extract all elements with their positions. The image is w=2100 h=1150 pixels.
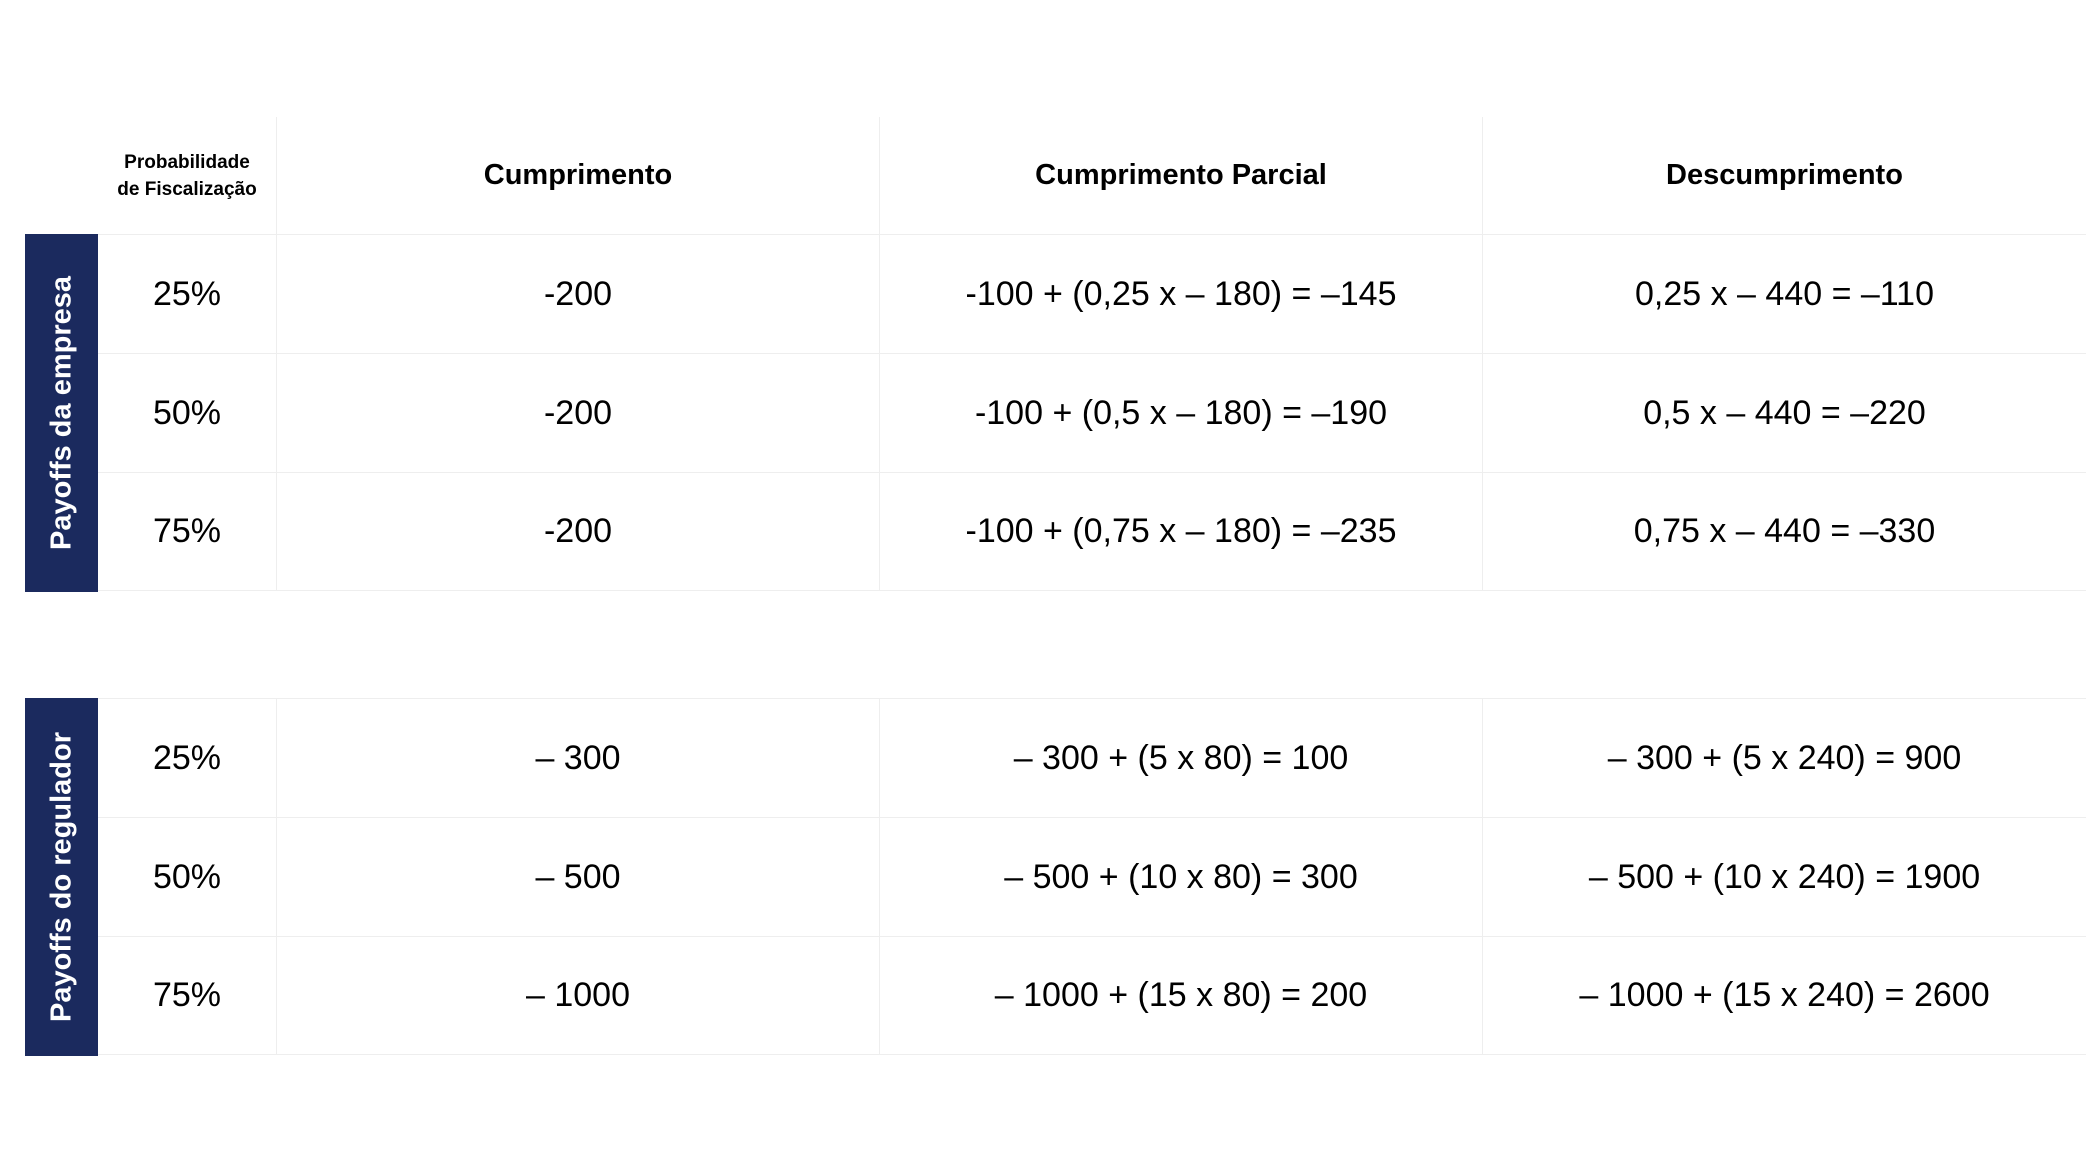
cumprimento-cell: – 500 [276,818,879,936]
descumprimento-cell: – 300 + (5 x 240) = 900 [1482,699,2086,817]
probability-cell: 75% [152,976,222,1014]
descumprimento-cell: 0,25 x – 440 = –110 [1482,235,2086,353]
probability-cell: 50% [152,393,222,432]
probability-cell: 50% [152,857,222,896]
table-row: 25% -200 -100 + (0,25 x – 180) = –145 0,… [98,234,2086,353]
descumprimento-cell: – 1000 + (15 x 240) = 2600 [1482,937,2086,1054]
cumprimento-cell: -200 [276,354,879,472]
regulador-rows: 25% – 300 – 300 + (5 x 80) = 100 – 300 +… [98,698,2086,1056]
empresa-label-text: Payoffs da empresa [45,275,77,551]
cumprimento-cell: -200 [276,235,879,353]
cumprimento-parcial-cell: – 500 + (10 x 80) = 300 [879,818,1482,936]
cumprimento-cell: – 1000 [276,937,879,1054]
cumprimento-parcial-cell: -100 + (0,5 x – 180) = –190 [879,354,1482,472]
probability-header-line2: de Fiscalização [117,178,257,200]
table-row: 25% – 300 – 300 + (5 x 80) = 100 – 300 +… [98,698,2086,817]
cumprimento-parcial-cell: -100 + (0,75 x – 180) = –235 [879,473,1482,590]
cumprimento-parcial-cell: – 1000 + (15 x 80) = 200 [879,937,1482,1054]
probability-header-line1: Probabilidade [124,151,250,173]
regulador-section-label: Payoffs do regulador [25,698,98,1056]
regulador-section: Payoffs do regulador 25% – 300 – 300 + (… [25,698,2086,1056]
probability-cell: 25% [152,738,222,777]
probability-cell: 75% [152,512,222,550]
header-descumprimento: Descumprimento [1482,117,2086,234]
descumprimento-cell: – 500 + (10 x 240) = 1900 [1482,818,2086,936]
empresa-section-label: Payoffs da empresa [25,234,98,592]
table-header: Probabilidade de Fiscalização Cumpriment… [98,117,2086,235]
cumprimento-parcial-cell: – 300 + (5 x 80) = 100 [879,699,1482,817]
header-cumprimento: Cumprimento [276,117,879,234]
table-row: 75% -200 -100 + (0,75 x – 180) = –235 0,… [98,472,2086,591]
table-row: 50% – 500 – 500 + (10 x 80) = 300 – 500 … [98,817,2086,936]
table-row: 75% – 1000 – 1000 + (15 x 80) = 200 – 10… [98,936,2086,1055]
cumprimento-cell: -200 [276,473,879,590]
header-cumprimento-parcial: Cumprimento Parcial [879,117,1482,234]
probability-header: Probabilidade de Fiscalização [98,117,276,234]
table-row: 50% -200 -100 + (0,5 x – 180) = –190 0,5… [98,353,2086,472]
cumprimento-cell: – 300 [276,699,879,817]
empresa-section: Payoffs da empresa 25% -200 -100 + (0,25… [25,234,2086,592]
descumprimento-cell: 0,75 x – 440 = –330 [1482,473,2086,590]
regulador-label-text: Payoffs do regulador [45,731,77,1023]
cumprimento-parcial-cell: -100 + (0,25 x – 180) = –145 [879,235,1482,353]
descumprimento-cell: 0,5 x – 440 = –220 [1482,354,2086,472]
empresa-rows: 25% -200 -100 + (0,25 x – 180) = –145 0,… [98,234,2086,592]
probability-cell: 25% [152,274,222,313]
